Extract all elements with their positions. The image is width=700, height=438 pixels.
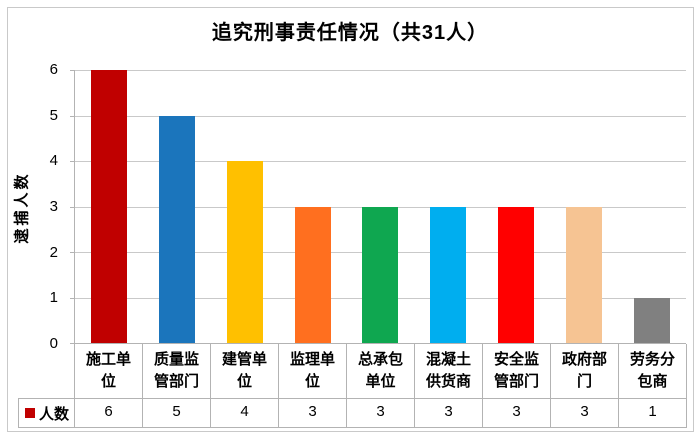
category-cell: 安全监管部门 xyxy=(483,344,551,399)
y-tick-label: 1 xyxy=(49,289,58,307)
category-cell: 总承包单位 xyxy=(347,344,415,399)
value-cell: 3 xyxy=(415,398,483,428)
value-cell: 3 xyxy=(279,398,347,428)
bar xyxy=(498,206,535,343)
bar xyxy=(294,206,331,343)
gridline xyxy=(75,115,686,117)
chart-outer-border xyxy=(7,7,694,432)
value-cell: 3 xyxy=(483,398,551,428)
bar xyxy=(90,70,127,343)
category-row: 施工单位 质量监管部门 建管单位 监理单位 总承包单位 混凝土供货商 安全监管部门 政府部门劳… xyxy=(74,344,687,399)
bar xyxy=(226,161,263,343)
legend-key: 人数 xyxy=(18,398,75,428)
bar xyxy=(430,206,467,343)
value-cell: 5 xyxy=(143,398,211,428)
category-cell: 质量监管部门 xyxy=(143,344,211,399)
category-cell: 监理单位 xyxy=(279,344,347,399)
bar xyxy=(566,206,603,343)
bar xyxy=(634,297,671,343)
bar xyxy=(362,206,399,343)
y-tick-label: 6 xyxy=(49,61,58,78)
y-axis-tick-mark xyxy=(70,161,75,163)
y-tick-label: 2 xyxy=(49,243,58,261)
value-cell: 3 xyxy=(551,398,619,428)
y-axis-tick-mark xyxy=(70,206,75,208)
gridline xyxy=(75,70,686,71)
y-axis-tick-mark xyxy=(70,115,75,117)
value-cell: 4 xyxy=(211,398,279,428)
value-cell: 1 xyxy=(619,398,687,428)
plot-area xyxy=(70,70,686,344)
category-cell: 建管单位 xyxy=(211,344,279,399)
y-tick-label: 0 xyxy=(49,335,58,352)
category-cell: 政府部门 xyxy=(551,344,619,399)
category-cell: 施工单位 xyxy=(75,344,143,399)
bar xyxy=(158,115,195,343)
y-tick-label: 5 xyxy=(49,106,58,124)
y-axis: 0 1 2 3 4 5 6 xyxy=(0,61,74,352)
legend-label: 人数 xyxy=(38,405,69,423)
y-axis-tick-mark xyxy=(70,70,75,71)
value-cell: 3 xyxy=(347,398,415,428)
gridline xyxy=(75,161,686,163)
y-axis-tick-mark xyxy=(70,297,75,299)
y-axis-tick-mark xyxy=(70,343,75,344)
value-cell: 6 xyxy=(75,398,143,428)
category-cell: 混凝土供货商 xyxy=(415,344,483,399)
category-cell: 劳务分包商 xyxy=(619,344,687,399)
bars xyxy=(75,70,686,343)
y-axis-tick-mark xyxy=(70,252,75,254)
legend-swatch-icon xyxy=(24,408,35,418)
y-tick-label: 3 xyxy=(49,198,58,215)
y-tick-label: 4 xyxy=(49,152,58,170)
chart-title: 追究刑事责任情况（共31人） xyxy=(211,22,489,44)
